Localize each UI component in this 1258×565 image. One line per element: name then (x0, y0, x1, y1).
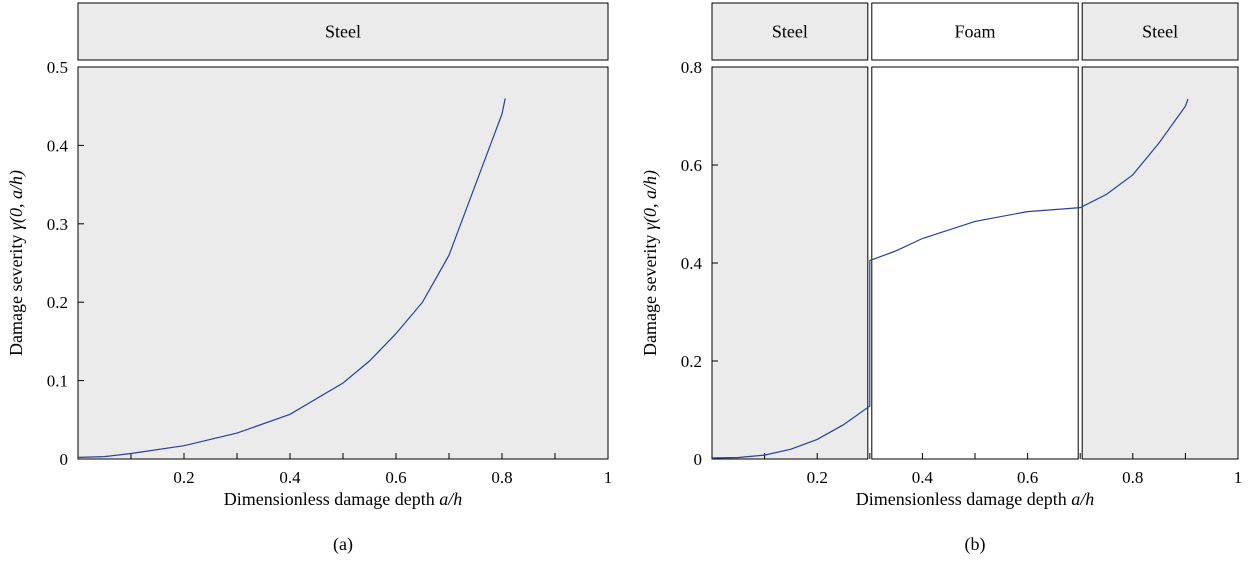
y-tick-label: 0.4 (681, 254, 703, 273)
x-axis-label: Dimensionless damage depth a/h (224, 489, 462, 509)
y-axis-label: Damage severity γ(0, a/h) (640, 170, 661, 356)
x-tick-label: 1 (1234, 468, 1243, 487)
x-tick-label: 0.2 (173, 468, 194, 487)
layer-plot-box (77, 66, 609, 460)
layer-plot-box (1081, 66, 1239, 460)
layer-header-box (77, 2, 609, 61)
layer-steel-0: Steel (77, 2, 609, 460)
y-tick-label: 0.1 (47, 372, 68, 391)
layer-header-box (711, 2, 869, 61)
y-tick-label: 0.4 (47, 136, 69, 155)
x-tick-label: 0.4 (912, 468, 934, 487)
chart-a: Steel 0.2 0.4 0.6 0.8 1 0 0.1 0.2 0.3 0.4 0.5 Dimens… (6, 2, 613, 555)
layer-header-box (1081, 2, 1239, 61)
x-axis-label: Dimensionless damage depth a/h (856, 489, 1094, 509)
x-tick-label: 0.2 (807, 468, 828, 487)
layer-plot-box (711, 66, 869, 460)
layer-label: Foam (954, 22, 995, 42)
x-tick-label: 1 (604, 468, 613, 487)
y-tick-label: 0.2 (47, 293, 68, 312)
layer-label: Steel (325, 22, 361, 42)
y-tick-label: 0 (694, 450, 703, 469)
x-tick-label: 0.6 (1017, 468, 1038, 487)
damage-curve (77, 98, 506, 458)
damage-curve (711, 98, 1189, 459)
x-tick-label: 0.4 (279, 468, 301, 487)
layer-label: Steel (1142, 22, 1178, 42)
layer-foam-1: Foam (871, 2, 1079, 460)
x-tick-label: 0.6 (385, 468, 406, 487)
y-tick-label: 0.8 (681, 58, 702, 77)
panel-caption: (b) (965, 534, 986, 555)
y-axis-label: Damage severity γ(0, a/h) (6, 170, 27, 356)
panel-caption: (a) (333, 534, 353, 555)
y-tick-label: 0.2 (681, 352, 702, 371)
layer-plot-box (871, 66, 1079, 460)
layer-label: Steel (772, 22, 808, 42)
layer-steel-2: Steel (1081, 2, 1239, 460)
y-tick-label: 0.5 (47, 58, 68, 77)
y-tick-label: 0.3 (47, 215, 68, 234)
chart-b: Steel Foam Steel 0.2 0.4 0.6 0.8 1 0 0.2 0.4 0.6 0.8… (640, 2, 1243, 555)
x-tick-label: 0.8 (1122, 468, 1143, 487)
layer-steel-0: Steel (711, 2, 869, 460)
layer-header-box (871, 2, 1079, 61)
y-tick-label: 0 (60, 450, 69, 469)
y-tick-label: 0.6 (681, 156, 702, 175)
x-tick-label: 0.8 (491, 468, 512, 487)
